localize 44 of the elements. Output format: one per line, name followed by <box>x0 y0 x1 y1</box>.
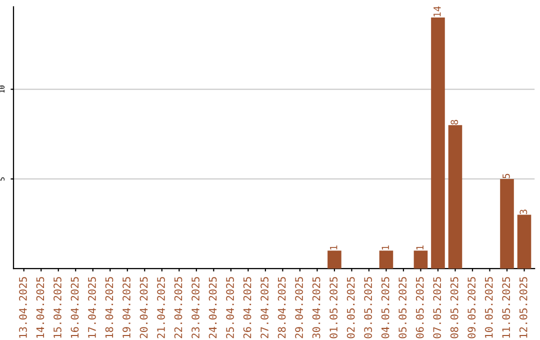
bar <box>328 250 342 269</box>
x-tick-label: 18.04.2025 <box>105 277 114 338</box>
bar <box>414 250 428 269</box>
data-label: 3 <box>520 210 528 214</box>
x-tick-label: 26.04.2025 <box>243 277 252 338</box>
x-tick-label: 08.05.2025 <box>450 277 458 338</box>
x-tick-label: 12.05.2025 <box>519 277 528 338</box>
x-tick-label: 25.04.2025 <box>226 277 234 338</box>
bar <box>448 125 462 269</box>
bar <box>517 214 532 269</box>
x-tick-label: 04.05.2025 <box>381 277 390 338</box>
x-tick-label: 28.04.2025 <box>278 277 286 338</box>
x-tick-label: 27.04.2025 <box>260 277 268 338</box>
bar <box>379 250 394 269</box>
x-tick-label: 09.05.2025 <box>468 277 476 338</box>
x-tick-label: 06.05.2025 <box>416 277 424 338</box>
data-label: 8 <box>450 120 458 125</box>
data-label: 14 <box>434 6 441 16</box>
x-tick-label: 16.04.2025 <box>70 277 79 338</box>
x-tick-label: 07.05.2025 <box>433 277 442 338</box>
x-tick-label: 30.04.2025 <box>312 277 320 338</box>
x-tick-label: 01.05.2025 <box>330 277 338 338</box>
data-label: 1 <box>382 245 389 250</box>
bar <box>500 178 514 269</box>
x-tick-label: 24.04.2025 <box>208 277 217 338</box>
x-tick-label: 05.05.2025 <box>398 277 407 338</box>
x-tick-label: 02.05.2025 <box>346 277 355 338</box>
x-tick-label: 14.04.2025 <box>36 277 44 338</box>
data-label: 1 <box>416 245 424 250</box>
bar <box>431 18 445 269</box>
x-tick-label: 23.04.2025 <box>192 277 200 338</box>
x-tick-label: 20.04.2025 <box>140 277 148 338</box>
x-tick-label: 22.04.2025 <box>174 277 182 338</box>
x-tick-label: 21.04.2025 <box>157 277 165 338</box>
x-tick-label: 29.04.2025 <box>295 277 303 338</box>
data-label: 1 <box>330 245 338 250</box>
x-tick-label: 17.04.2025 <box>88 277 96 338</box>
x-tick-label: 10.05.2025 <box>484 277 493 338</box>
x-tick-label: 13.04.2025 <box>19 277 27 338</box>
x-tick-label: 19.04.2025 <box>122 277 130 338</box>
x-tick-label: 15.04.2025 <box>54 277 62 338</box>
x-tick-label: 03.05.2025 <box>364 277 372 338</box>
x-tick-label: 11.05.2025 <box>502 277 510 338</box>
data-label: 5 <box>502 174 510 178</box>
